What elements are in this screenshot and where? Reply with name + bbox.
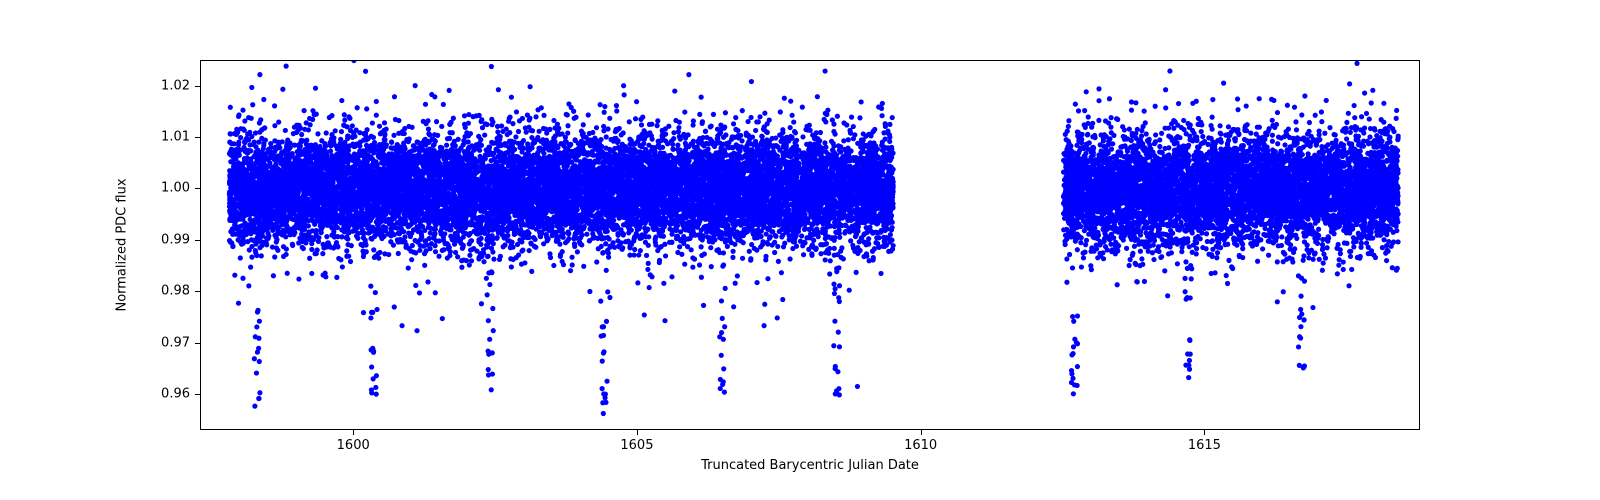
y-tick-label: 0.96 (160, 387, 190, 402)
x-tick-mark (1204, 430, 1205, 435)
y-tick-label: 1.00 (160, 181, 190, 196)
x-tick-mark (637, 430, 638, 435)
y-tick-mark (195, 188, 200, 189)
plot-area (200, 60, 1420, 430)
x-tick-label: 1610 (904, 438, 937, 453)
figure: 1600 1605 1610 1615 0.96 0.97 0.98 0.99 1.00 1.0… (0, 0, 1600, 500)
scatter-points (201, 61, 1420, 430)
y-tick-mark (195, 86, 200, 87)
x-tick-mark (353, 430, 354, 435)
y-tick-mark (195, 343, 200, 344)
y-axis-label: Normalized PDC flux (115, 178, 130, 311)
y-tick-mark (195, 291, 200, 292)
x-axis-label: Truncated Barycentric Julian Date (701, 458, 919, 473)
y-tick-label: 1.01 (160, 130, 190, 145)
y-tick-mark (195, 240, 200, 241)
y-tick-label: 1.02 (160, 78, 190, 93)
x-tick-label: 1615 (1188, 438, 1221, 453)
y-tick-mark (195, 137, 200, 138)
y-tick-label: 0.99 (160, 232, 190, 247)
y-tick-label: 0.98 (160, 284, 190, 299)
y-tick-label: 0.97 (160, 335, 190, 350)
x-tick-label: 1600 (337, 438, 370, 453)
x-tick-label: 1605 (620, 438, 653, 453)
y-tick-mark (195, 394, 200, 395)
x-tick-mark (921, 430, 922, 435)
